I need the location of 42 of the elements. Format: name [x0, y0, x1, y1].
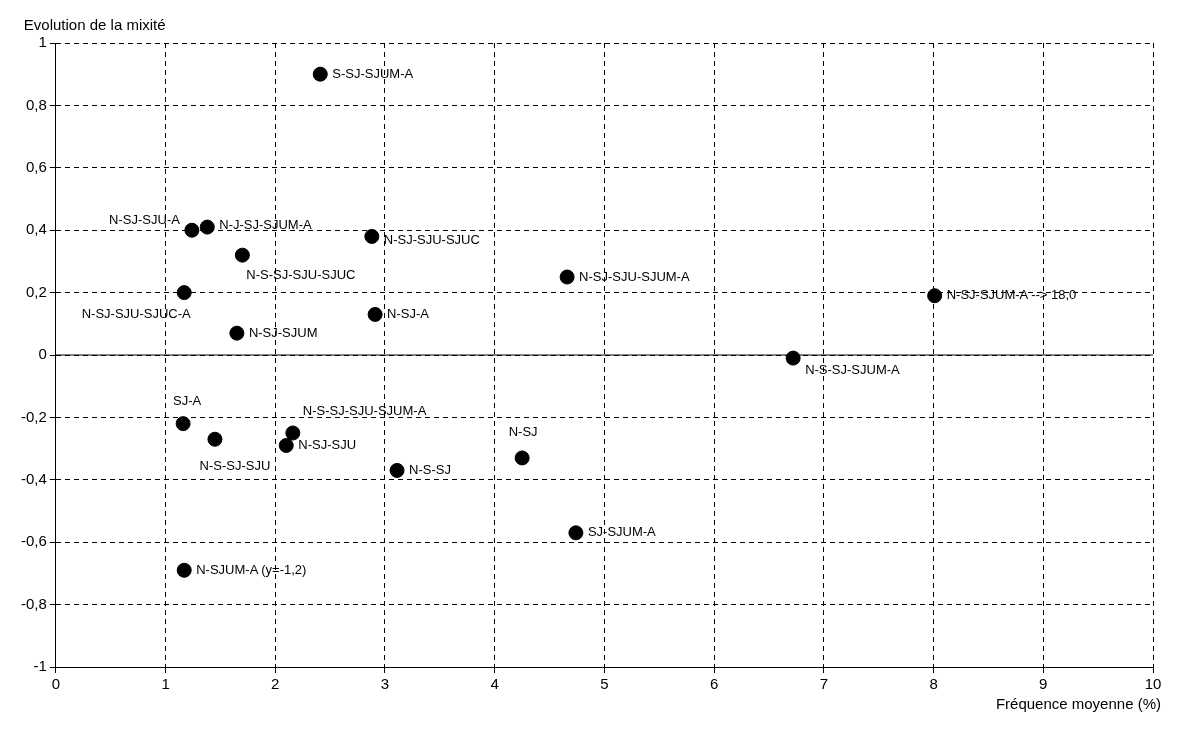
x-tick-label: 7 [819, 675, 829, 693]
x-tick-label: 6 [709, 675, 719, 693]
x-tick-label: 1 [161, 675, 170, 693]
annotation: N-S-SJ [409, 462, 451, 478]
annotation: N-SJ-SJU [298, 437, 357, 453]
x-tick-label: 5 [600, 675, 609, 693]
annotation: SJ-A [173, 393, 202, 409]
y-tick-label: -0,2 [20, 407, 47, 425]
y-tick-label: -1 [33, 657, 47, 675]
x-tick-label: 8 [929, 675, 938, 693]
y-tick-label: -0,4 [20, 469, 47, 487]
x-tick-label: 4 [490, 675, 499, 693]
y-tick-label: -0,6 [20, 532, 47, 550]
annotation: N-S-SJ-SJU-SJUC [246, 266, 356, 282]
y-tick-label: 0,2 [25, 282, 47, 300]
y-tick-label: 0 [38, 345, 47, 363]
x-axis-title: Fréquence moyenne (%) [995, 694, 1161, 712]
annotation: N-SJ-SJU-SJUM-A [579, 268, 690, 284]
y-tick-label: 1 [38, 33, 47, 51]
y-tick-label: 0,4 [25, 220, 47, 238]
annotation: N-J-SJ-SJUM-A [219, 216, 313, 232]
annotation: N-SJ-A [387, 306, 430, 322]
annotation: SJ-SJUM-A [587, 524, 657, 540]
annotation: N-S-SJ-SJU [199, 457, 271, 473]
x-tick-label: 10 [1144, 675, 1162, 693]
x-tick-label: 9 [1039, 675, 1048, 693]
x-tick-label: 0 [51, 675, 61, 693]
y-axis-title: Evolution de la mixité [23, 15, 166, 33]
y-tick-label: -0,8 [20, 594, 47, 612]
y-tick-label: 0,6 [25, 157, 47, 175]
annotation: N-SJ [508, 423, 538, 439]
y-tick-label: 0,8 [25, 95, 47, 113]
annotation: S-SJ-SJUM-A [332, 65, 414, 81]
annotation: N-SJ-SJU-SJUC [383, 232, 480, 248]
x-tick-label: 2 [271, 675, 280, 693]
annotation: N-S-SJ-SJUM-A [805, 361, 901, 377]
annotation: N-S-SJ-SJU-SJUM-A [302, 402, 427, 418]
annotation: N-SJ-SJUM [248, 324, 318, 340]
annotation: N-SJ-SJU-SJUC-A [81, 306, 192, 322]
annotation: N-SJUM-A (y=-1,2) [196, 561, 307, 577]
annotation: N-SJ-SJU-A [109, 211, 181, 227]
x-tick-label: 3 [380, 675, 390, 693]
